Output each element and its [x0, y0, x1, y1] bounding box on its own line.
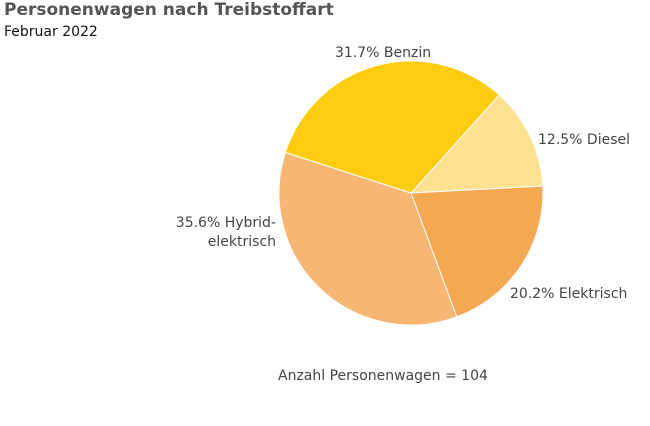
chart-subtitle: Februar 2022	[4, 24, 98, 40]
chart-title: Personenwagen nach Treibstoffart	[4, 0, 334, 20]
label-diesel: 12.5% Diesel	[538, 132, 630, 148]
pie-slice-benzin	[284, 60, 501, 194]
pie-slice-hybrid-elektrisch	[278, 151, 458, 326]
label-elektrisch: 20.2% Elektrisch	[510, 286, 627, 302]
pie-slice-elektrisch	[410, 185, 544, 318]
label-hybrid-line2: elektrisch	[208, 234, 276, 250]
label-hybrid-line1: 35.6% Hybrid-	[176, 215, 276, 231]
chart-note: Anzahl Personenwagen = 104	[278, 368, 488, 384]
pie-slice-diesel	[409, 94, 544, 194]
label-benzin: 31.7% Benzin	[335, 45, 431, 61]
